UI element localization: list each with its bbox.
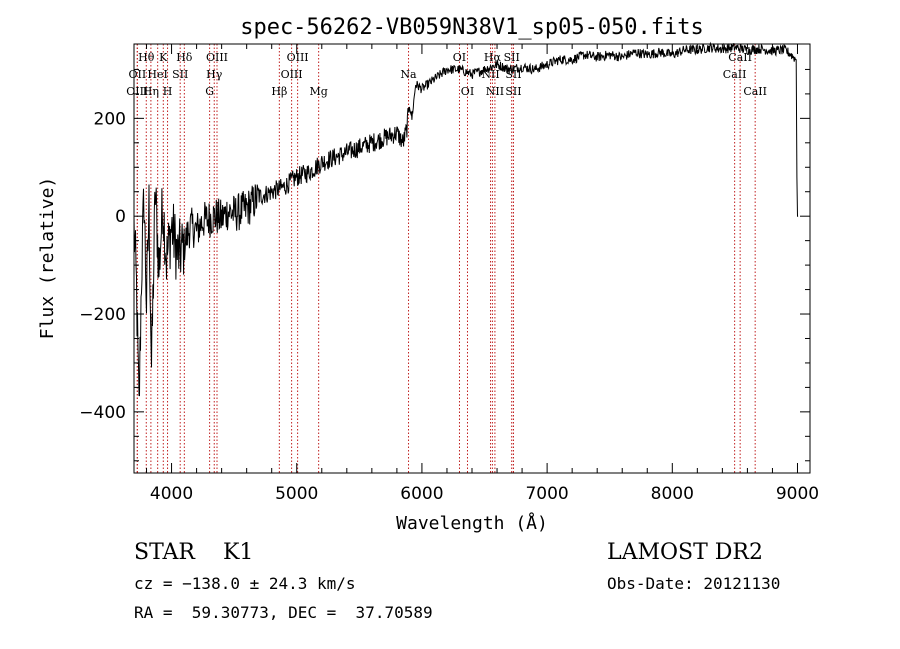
axes: 4000 5000 6000 7000 8000 9000 −400 −200 0 200 [79, 44, 819, 504]
spectrum-line [133, 41, 799, 397]
spectral-line-labels: Hθ OII OIII K HeI Hη H Hδ SII OIII Hγ G OIII OIII Hβ Mg… [126, 51, 767, 98]
spectral-line-label: Hα [484, 51, 502, 64]
spectral-line-label: NII [486, 85, 504, 98]
object-class: STAR K1 [134, 540, 254, 565]
spectral-line-label: K [159, 51, 168, 64]
survey-name: LAMOST DR2 [607, 540, 763, 565]
spectral-line-label: SII [504, 51, 520, 64]
spectrum-series [133, 41, 799, 397]
observation-date: Obs-Date: 20121130 [607, 574, 781, 593]
x-tick-label: 8000 [651, 484, 694, 504]
x-tick-label: 5000 [275, 484, 318, 504]
coordinates-readout: RA = 59.30773, DEC = 37.70589 [134, 603, 433, 622]
spectral-line-label: HeI [147, 68, 167, 81]
spectral-line-label: SII [505, 85, 521, 98]
x-tick-label: 6000 [400, 484, 443, 504]
spectral-line-label: NII [481, 68, 499, 81]
spectral-line-label: OIII [287, 51, 309, 64]
plot-frame [133, 43, 811, 474]
y-axis-label: Flux (relative) [37, 177, 58, 340]
spectral-line-label: CaII [743, 85, 767, 98]
spectral-line-label: OI [453, 51, 466, 64]
spectral-line-label: OI [461, 85, 474, 98]
y-tick-label: −200 [79, 305, 126, 325]
spectral-line-label: CaII [728, 51, 752, 64]
spectral-line-label: Hθ [138, 51, 155, 64]
spectral-line-markers [136, 44, 756, 473]
spectral-line-label: CaII [723, 68, 747, 81]
chart-title: spec-56262-VB059N38V1_sp05-050.fits [240, 15, 704, 40]
spectral-line-label: Mg [309, 85, 327, 98]
spectral-line-label: OIII [206, 51, 228, 64]
x-axis-label: Wavelength (Å) [396, 512, 548, 534]
x-tick-label: 7000 [525, 484, 568, 504]
spectral-line-label: Hγ [206, 68, 223, 81]
spectral-line-label: Na [400, 68, 417, 81]
y-tick-label: 0 [115, 207, 126, 227]
velocity-readout: cz = −138.0 ± 24.3 km/s [134, 574, 356, 593]
spectral-line-label: OIII [126, 85, 148, 98]
y-tick-label: 200 [94, 109, 126, 129]
x-tick-label: 9000 [776, 484, 819, 504]
spectral-line-label: OII [129, 68, 147, 81]
spectral-line-label: Hδ [176, 51, 193, 64]
spectral-line-label: OIII [281, 68, 303, 81]
spectral-line-label: G [205, 85, 214, 98]
spectral-line-label: SII [172, 68, 188, 81]
x-tick-label: 4000 [150, 484, 193, 504]
y-tick-label: −400 [79, 403, 126, 423]
spectral-line-label: Hη [143, 85, 159, 98]
spectral-line-label: H [163, 85, 173, 98]
spectral-line-label: Hβ [271, 85, 287, 98]
spectral-line-label: SII [505, 68, 521, 81]
